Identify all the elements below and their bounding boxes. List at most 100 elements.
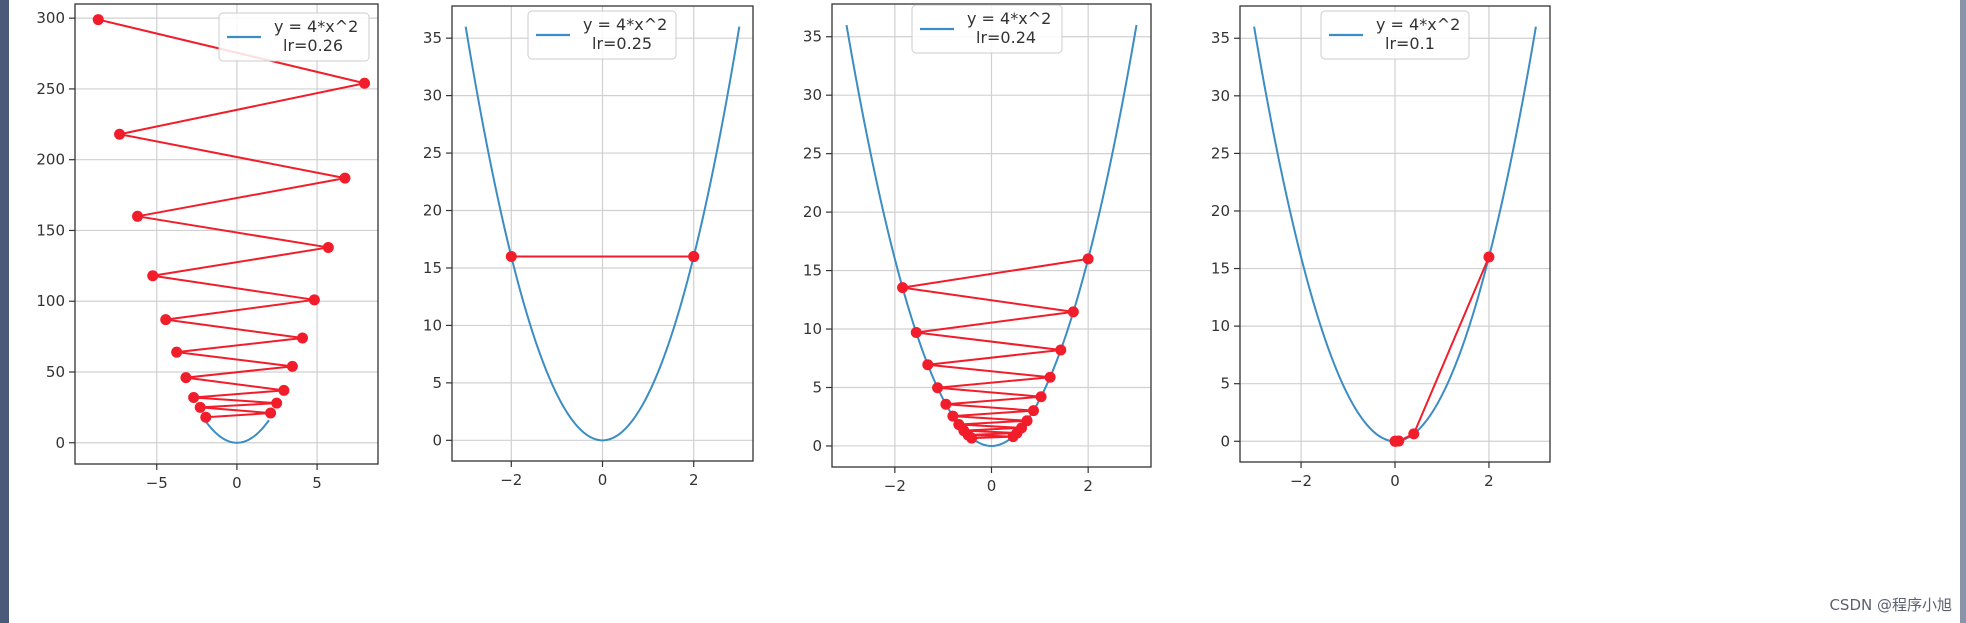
axes-frame <box>831 3 1152 468</box>
y-tick-label: 5 <box>1220 375 1230 393</box>
x-tick-label: −5 <box>146 474 168 492</box>
descent-point <box>147 270 159 282</box>
legend-box <box>911 4 1063 54</box>
descent-point <box>160 314 172 326</box>
y-tick-label: 35 <box>1211 29 1230 47</box>
descent-point <box>940 398 952 410</box>
y-tick-label: 30 <box>423 87 442 105</box>
descent-point <box>688 250 700 262</box>
descent-point <box>132 210 144 222</box>
parabola-curve <box>204 419 270 444</box>
x-tick-label: 2 <box>1484 472 1494 490</box>
x-tick-label: 5 <box>312 474 322 492</box>
descent-point <box>322 241 334 253</box>
y-tick-label: 150 <box>36 221 65 239</box>
descent-point <box>1067 306 1079 318</box>
descent-path-line <box>1395 256 1490 443</box>
y-tick-label: 35 <box>423 29 442 47</box>
x-tick-label: −2 <box>500 471 522 489</box>
right-edge-strip <box>1960 0 1966 623</box>
y-tick-label: 250 <box>36 80 65 98</box>
y-tick-label: 0 <box>812 437 822 455</box>
descent-point <box>910 327 922 339</box>
y-tick-label: 10 <box>803 320 822 338</box>
y-tick-label: 0 <box>55 434 65 452</box>
y-tick-label: 0 <box>1220 432 1230 450</box>
y-tick-label: 5 <box>432 374 442 392</box>
descent-point <box>1483 251 1495 263</box>
descent-point <box>188 391 200 403</box>
y-tick-label: 25 <box>423 144 442 162</box>
descent-point <box>932 382 944 394</box>
descent-point <box>339 172 351 184</box>
y-tick-label: 5 <box>812 378 822 396</box>
y-tick-label: 10 <box>423 316 442 334</box>
legend: y = 4*x^2lr=0.25 <box>527 10 677 60</box>
axes-frame <box>1239 5 1551 463</box>
descent-point <box>92 14 104 26</box>
descent-point <box>200 411 212 423</box>
descent-point <box>296 332 308 344</box>
descent-point <box>271 397 283 409</box>
descent-point <box>1055 344 1067 356</box>
y-tick-label: 20 <box>1211 202 1230 220</box>
legend-label: y = 4*x^2 <box>1376 15 1460 34</box>
y-tick-label: 15 <box>423 259 442 277</box>
legend-box <box>527 10 677 60</box>
axes-frame <box>74 3 379 465</box>
descent-point <box>897 282 909 294</box>
y-tick-label: 30 <box>1211 87 1230 105</box>
y-tick-label: 20 <box>423 202 442 220</box>
y-tick-label: 25 <box>803 145 822 163</box>
legend-label: y = 4*x^2 <box>967 9 1051 28</box>
x-tick-label: 2 <box>689 471 699 489</box>
legend-label: lr=0.24 <box>976 28 1036 47</box>
watermark: CSDN @程序小旭 <box>1829 596 1952 614</box>
y-tick-label: 200 <box>36 151 65 169</box>
legend-label: lr=0.1 <box>1385 34 1435 53</box>
legend-label: y = 4*x^2 <box>583 15 667 34</box>
y-tick-label: 50 <box>46 363 65 381</box>
descent-point <box>1389 435 1401 447</box>
legend-label: y = 4*x^2 <box>274 17 358 36</box>
descent-point <box>505 250 517 262</box>
descent-point <box>278 384 290 396</box>
legend: y = 4*x^2lr=0.26 <box>218 12 370 62</box>
y-tick-label: 15 <box>803 262 822 280</box>
axes-frame <box>451 5 754 462</box>
descent-point <box>1028 405 1040 417</box>
y-tick-label: 100 <box>36 292 65 310</box>
descent-point <box>922 359 934 371</box>
legend-box <box>1320 10 1470 60</box>
descent-point <box>194 401 206 413</box>
legend-label: lr=0.26 <box>283 36 343 55</box>
x-tick-label: −2 <box>1290 472 1312 490</box>
x-tick-label: 0 <box>232 474 242 492</box>
x-tick-label: 2 <box>1083 477 1093 495</box>
legend-box <box>218 12 370 62</box>
descent-point <box>171 346 183 358</box>
descent-point <box>966 432 978 444</box>
left-edge-strip <box>0 0 9 623</box>
descent-point <box>1035 391 1047 403</box>
descent-point <box>1082 253 1094 265</box>
x-tick-label: 0 <box>987 477 997 495</box>
y-tick-label: 30 <box>803 86 822 104</box>
x-tick-label: 0 <box>1390 472 1400 490</box>
y-tick-label: 20 <box>803 203 822 221</box>
y-tick-label: 25 <box>1211 144 1230 162</box>
descent-point <box>359 77 371 89</box>
y-tick-label: 0 <box>432 431 442 449</box>
legend: y = 4*x^2lr=0.1 <box>1320 10 1470 60</box>
descent-point <box>180 372 192 384</box>
y-tick-label: 300 <box>36 9 65 27</box>
legend-label: lr=0.25 <box>592 34 652 53</box>
descent-point <box>114 128 126 140</box>
descent-point <box>286 360 298 372</box>
descent-point <box>947 410 959 422</box>
